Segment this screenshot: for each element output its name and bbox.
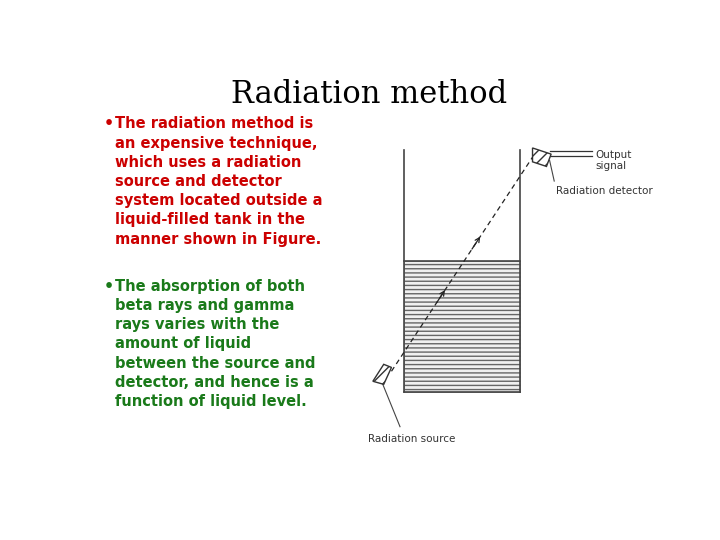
Text: •: • bbox=[104, 279, 114, 294]
Text: Radiation detector: Radiation detector bbox=[556, 186, 652, 195]
Text: Radiation method: Radiation method bbox=[231, 79, 507, 110]
Text: Radiation source: Radiation source bbox=[368, 434, 455, 444]
Polygon shape bbox=[533, 148, 551, 166]
Text: The radiation method is
an expensive technique,
which uses a radiation
source an: The radiation method is an expensive tec… bbox=[114, 117, 323, 247]
Bar bbox=[404, 261, 520, 392]
Text: Output
signal: Output signal bbox=[595, 150, 631, 171]
Text: The absorption of both
beta rays and gamma
rays varies with the
amount of liquid: The absorption of both beta rays and gam… bbox=[114, 279, 315, 409]
Polygon shape bbox=[373, 364, 392, 384]
Text: •: • bbox=[104, 117, 114, 131]
